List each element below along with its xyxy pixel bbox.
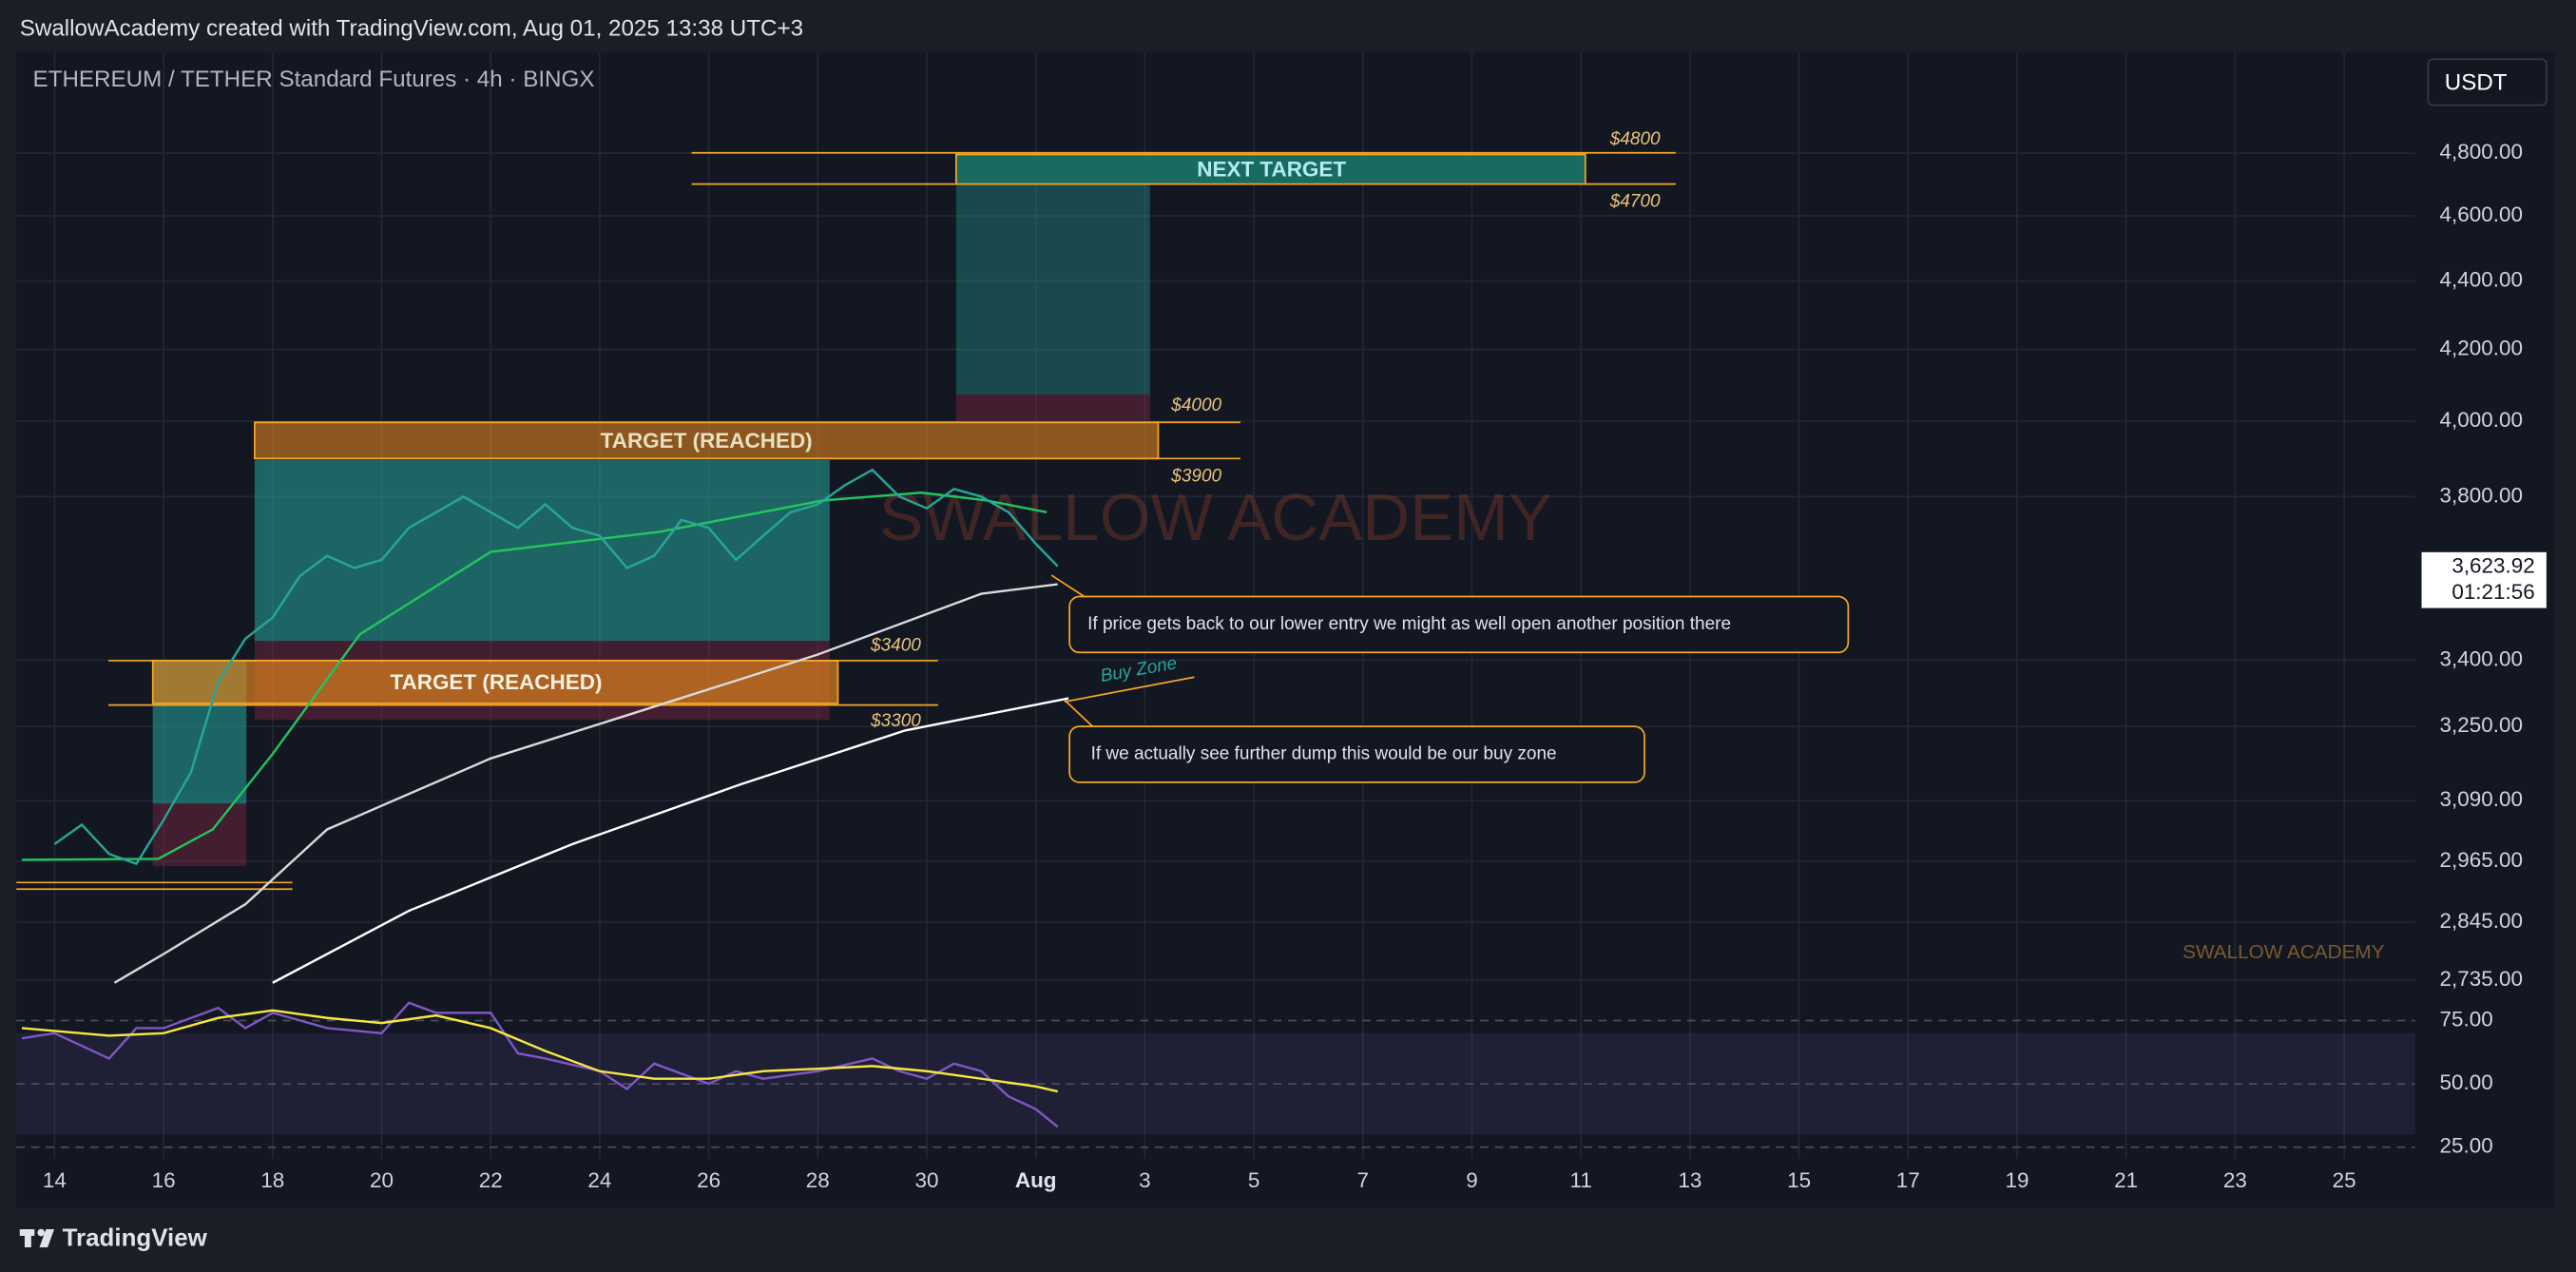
x-tick-label: 11 [1570, 1168, 1592, 1192]
y-tick-label: 4,800.00 [2440, 140, 2523, 164]
callout-text: If we actually see further dump this wou… [1091, 743, 1557, 763]
level-label: $3400 [870, 635, 921, 655]
x-tick-label: 28 [806, 1168, 830, 1192]
x-tick-label: 15 [1787, 1168, 1811, 1192]
price-lines [21, 468, 1069, 1128]
series-line [113, 583, 1058, 984]
brand: TradingView [63, 1224, 208, 1251]
y-tick-label: 4,400.00 [2440, 268, 2523, 292]
x-tick-label: 14 [43, 1168, 67, 1192]
x-tick-label: 9 [1466, 1168, 1477, 1192]
x-tick-label: 26 [697, 1168, 721, 1192]
x-tick-label: 24 [587, 1168, 611, 1192]
level-label: $4000 [1170, 395, 1221, 415]
x-tick-label: 22 [479, 1168, 503, 1192]
series-line [53, 468, 1059, 866]
long-loss-zone [955, 394, 1150, 421]
x-tick-label: 13 [1678, 1168, 1701, 1192]
level-label: $3900 [1170, 466, 1221, 486]
y-tick-label: 3,090.00 [2440, 787, 2523, 811]
series-line [21, 1001, 1059, 1128]
level-label: $3300 [870, 711, 921, 731]
callout [1068, 595, 1850, 654]
watermark-small: SWALLOW ACADEMY [2182, 941, 2385, 963]
x-tick-label: 21 [2114, 1168, 2138, 1192]
next-target-box [955, 153, 1586, 185]
y-tick-label: 2,965.00 [2440, 848, 2523, 872]
target-box [151, 660, 839, 704]
y-tick-label: 4,200.00 [2440, 337, 2523, 360]
x-tick-label: Aug [1015, 1168, 1057, 1192]
countdown: 01:21:56 [2451, 580, 2534, 604]
y-tick-label: 75.00 [2440, 1007, 2493, 1031]
zone-label: TARGET (REACHED) [390, 670, 602, 694]
x-tick-label: 20 [370, 1168, 394, 1192]
callout-pointer [1050, 574, 1086, 598]
x-tick-label: 7 [1357, 1168, 1369, 1192]
long-profit-zone [955, 183, 1150, 395]
currency[interactable]: USDT [2445, 70, 2508, 96]
level-label: $4800 [1609, 129, 1661, 149]
callout-text: If price gets back to our lower entry we… [1087, 614, 1731, 634]
zone-label: NEXT TARGET [1197, 158, 1346, 182]
x-tick-label: 23 [2223, 1168, 2247, 1192]
logo-part [39, 1229, 55, 1248]
x-tick-label: 19 [2005, 1168, 2028, 1192]
x-tick-label: 5 [1248, 1168, 1259, 1192]
callout-pointer [1064, 699, 1093, 727]
watermark: SWALLOW ACADEMY [879, 480, 1552, 554]
x-tick-label: 16 [152, 1168, 176, 1192]
x-tick-label: 3 [1139, 1168, 1150, 1192]
last-price: 3,623.92 [2451, 553, 2534, 577]
y-tick-label: 4,000.00 [2440, 408, 2523, 432]
y-tick-label: 3,400.00 [2440, 646, 2523, 670]
x-tick-label: 30 [915, 1168, 939, 1192]
y-tick-label: 3,250.00 [2440, 713, 2523, 737]
symbol-title: ETHEREUM / TETHER Standard Futures · 4h … [33, 67, 595, 92]
y-tick-label: 25.00 [2440, 1134, 2493, 1158]
y-tick-label: 3,800.00 [2440, 483, 2523, 507]
series-line [272, 697, 1069, 984]
y-tick-label: 50.00 [2440, 1070, 2493, 1094]
series-line [21, 1009, 1058, 1093]
zones [16, 151, 1676, 891]
x-tick-label: 17 [1896, 1168, 1920, 1192]
price-label [2421, 551, 2547, 608]
y-tick-label: 2,845.00 [2440, 909, 2523, 933]
callout [1068, 725, 1645, 783]
long-loss-zone [152, 803, 247, 867]
long-profit-zone [254, 460, 830, 642]
logo-part [37, 1228, 46, 1237]
buy-zone-line [1064, 676, 1195, 703]
currency-button[interactable] [2427, 58, 2547, 106]
logo-part [24, 1229, 31, 1248]
x-tick-label: 25 [2333, 1168, 2356, 1192]
y-tick-label: 2,735.00 [2440, 967, 2523, 991]
zone-label: TARGET (REACHED) [601, 429, 813, 453]
x-tick-label: 18 [260, 1168, 284, 1192]
level-label: $4700 [1609, 192, 1661, 212]
tradingview-logo [19, 1228, 55, 1248]
y-tick-label: 4,600.00 [2440, 202, 2523, 226]
header: SwallowAcademy created with TradingView.… [20, 16, 803, 42]
